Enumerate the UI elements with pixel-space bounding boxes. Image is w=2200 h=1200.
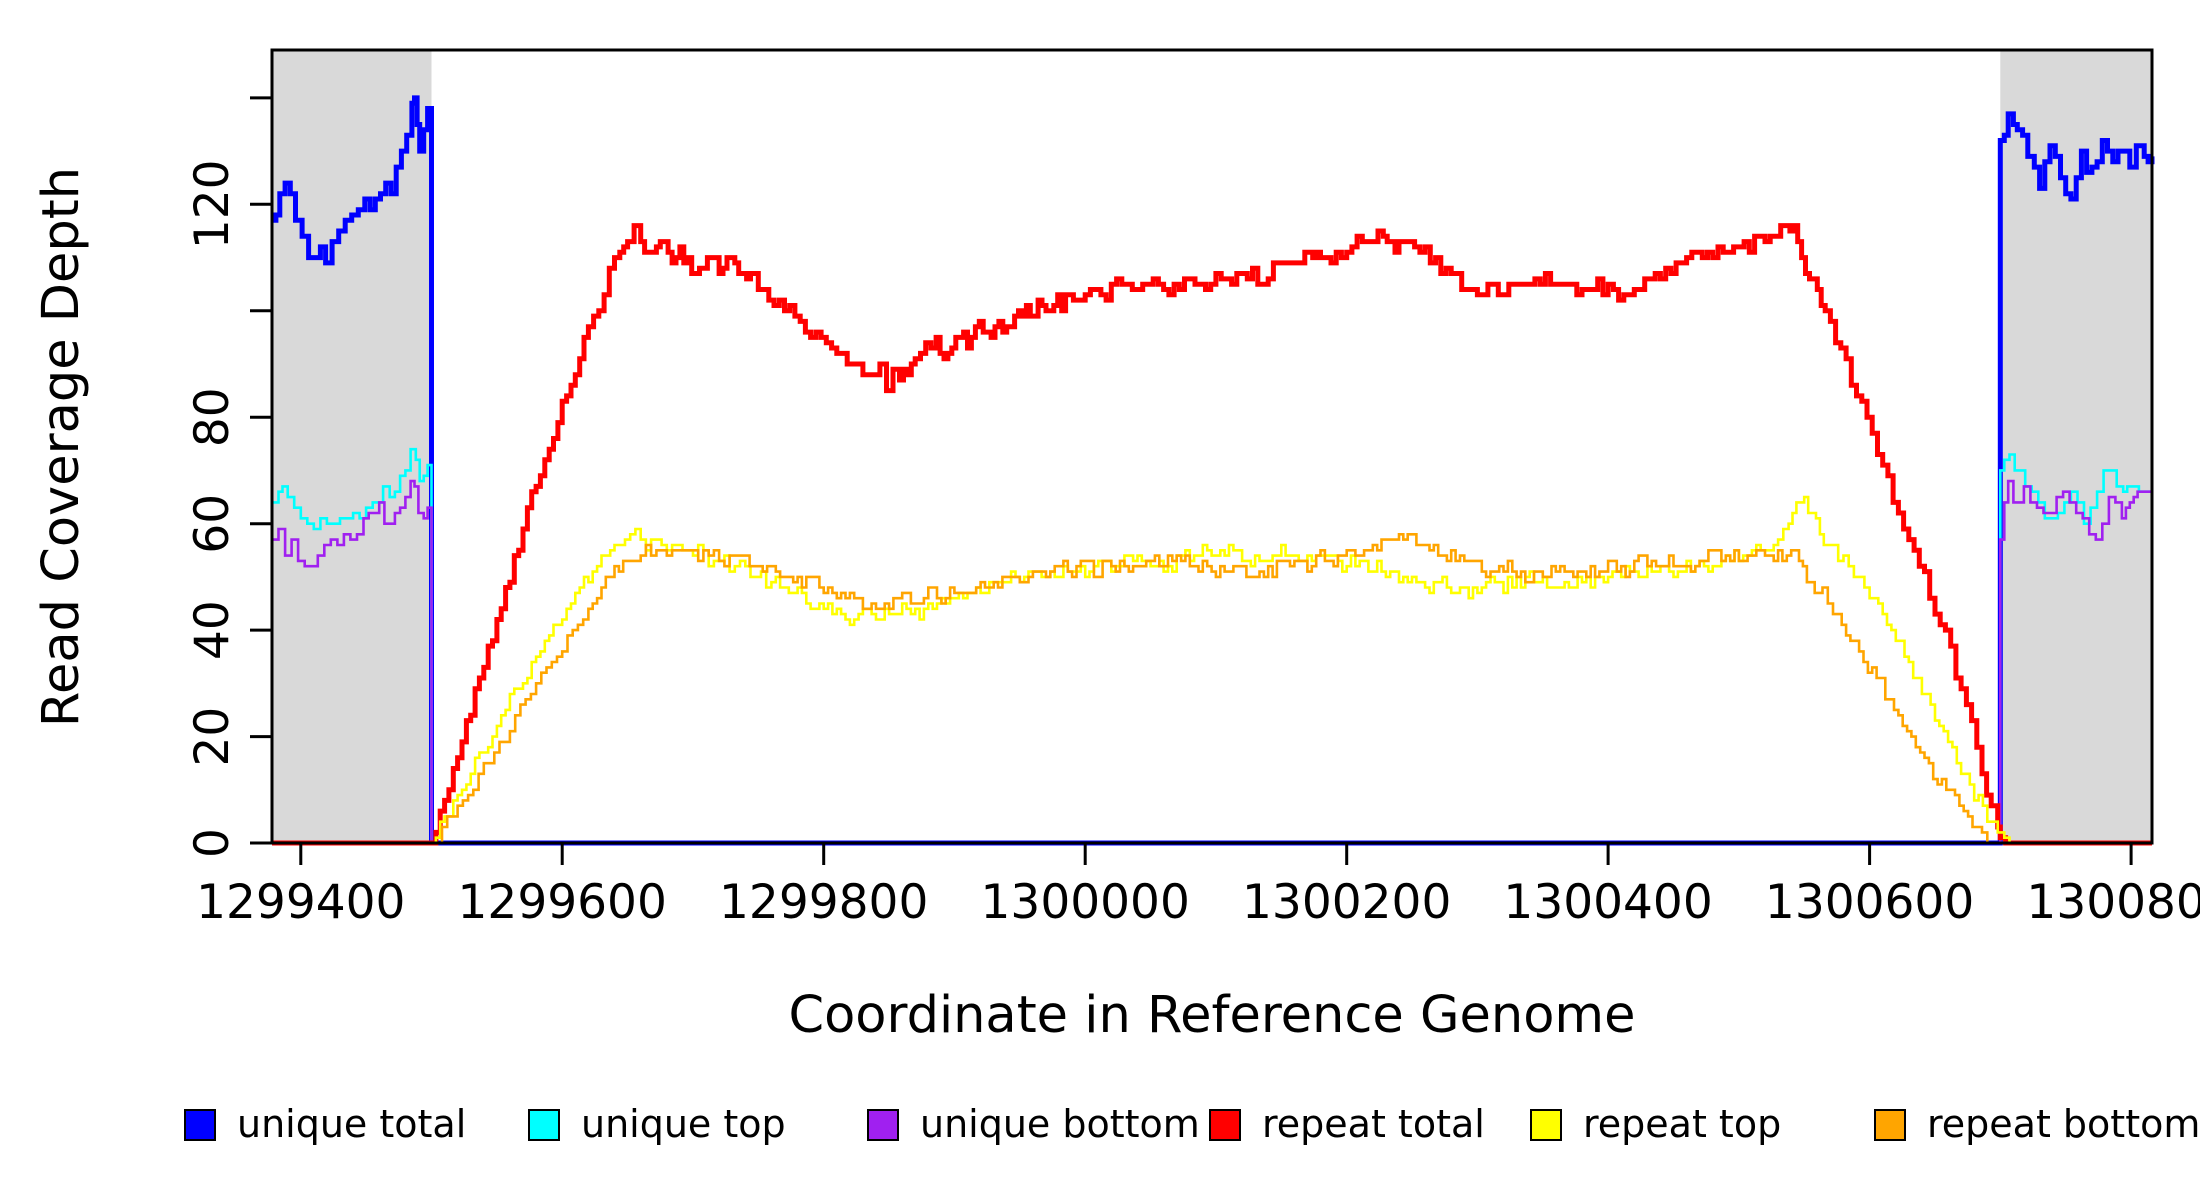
legend-swatch-unique-top — [528, 1109, 560, 1141]
legend-label-repeat-top: repeat top — [1583, 1102, 1781, 1146]
series-line-repeat-bottom — [272, 533, 2152, 845]
y-tick-label-20: 20 — [185, 707, 240, 767]
series-line-repeat-total — [272, 223, 2152, 846]
legend-item-repeat-total: repeat total — [1209, 1102, 1485, 1146]
x-tick-label-1299400: 1299400 — [196, 875, 405, 930]
x-axis-tick-labels: 1299400 1299600 1299800 1300000 1300200 13004… — [196, 875, 2200, 930]
x-axis-ticks — [299, 843, 2133, 865]
x-tick-label-1299800: 1299800 — [719, 875, 928, 930]
legend-label-unique-top: unique top — [581, 1102, 786, 1146]
x-tick-label-1300600: 1300600 — [1765, 875, 1974, 930]
y-tick-label-60: 60 — [185, 494, 240, 554]
legend-item-unique-total: unique total — [184, 1102, 466, 1146]
legend-item-unique-top: unique top — [528, 1102, 786, 1146]
legend-swatch-repeat-top — [1530, 1109, 1562, 1141]
shaded-region-right-flank — [2000, 51, 2152, 842]
y-axis-title: Read Coverage Depth — [32, 167, 91, 727]
legend-item-unique-bottom: unique bottom — [867, 1102, 1200, 1146]
shaded-region-left-flank — [272, 51, 432, 842]
legend-label-repeat-bottom: repeat bottom — [1927, 1102, 2200, 1146]
x-tick-label-1300400: 1300400 — [1503, 875, 1712, 930]
legend-label-repeat-total: repeat total — [1262, 1102, 1485, 1146]
series-line-unique-total — [272, 95, 2155, 846]
y-axis-tick-labels: 0 20 40 60 80 120 — [185, 159, 240, 858]
legend-swatch-unique-total — [184, 1109, 216, 1141]
series-line-unique-top — [272, 447, 2152, 845]
legend-item-repeat-top: repeat top — [1530, 1102, 1781, 1146]
legend-swatch-repeat-total — [1209, 1109, 1241, 1141]
legend-label-unique-bottom: unique bottom — [920, 1102, 1200, 1146]
legend-label-unique-total: unique total — [237, 1102, 466, 1146]
series-lines — [272, 95, 2155, 846]
y-tick-label-80: 80 — [185, 387, 240, 447]
legend-item-repeat-bottom: repeat bottom — [1874, 1102, 2200, 1146]
x-tick-label-1300000: 1300000 — [981, 875, 1190, 930]
legend: unique total unique top unique bottom repea… — [184, 1102, 2200, 1146]
plot-border — [270, 48, 2154, 845]
y-axis-ticks — [250, 96, 272, 845]
series-line-repeat-top — [272, 495, 2152, 845]
y-tick-label-40: 40 — [185, 600, 240, 660]
x-axis-title: Coordinate in Reference Genome — [788, 986, 1635, 1045]
x-tick-label-1300200: 1300200 — [1242, 875, 1451, 930]
legend-swatch-repeat-bottom — [1874, 1109, 1906, 1141]
y-tick-label-0: 0 — [185, 828, 240, 858]
legend-swatch-unique-bottom — [867, 1109, 899, 1141]
y-tick-label-120: 120 — [185, 159, 240, 249]
x-tick-label-1299600: 1299600 — [458, 875, 667, 930]
